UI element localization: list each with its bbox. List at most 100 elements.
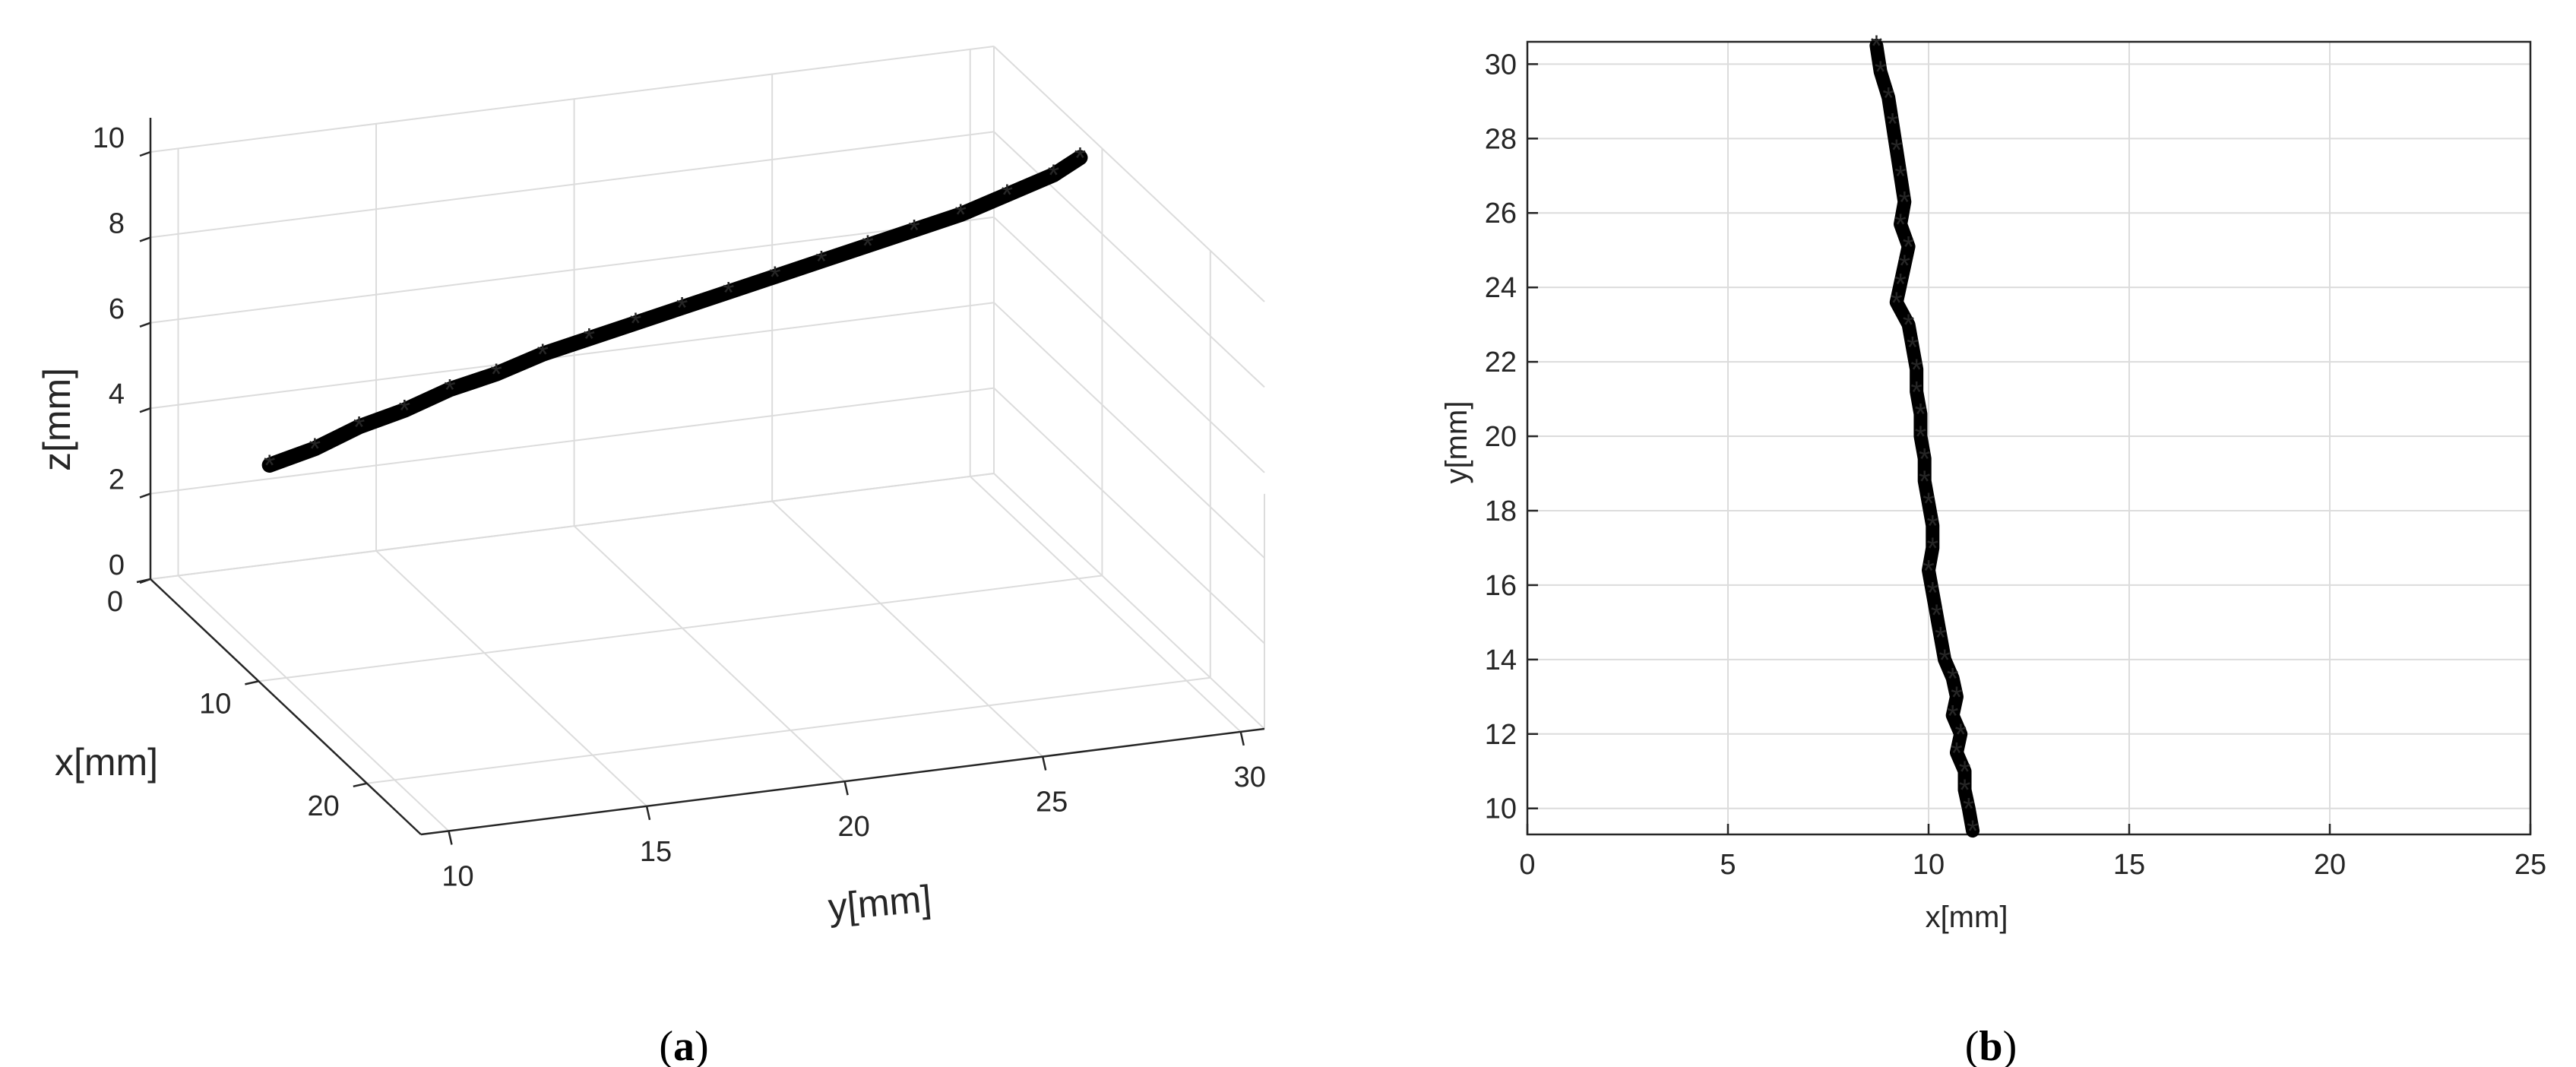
- panel-a-floor-xgrid: [150, 473, 995, 580]
- panel-b-marker: *: [1919, 442, 1931, 476]
- panel-b-ytick-label: 30: [1485, 49, 1517, 81]
- panel-b-marker: *: [1899, 186, 1911, 220]
- panel-b-xlabel: x[mm]: [1926, 901, 2008, 934]
- panel-b-ytick-label: 24: [1485, 272, 1517, 304]
- panel-a-ztick: [139, 150, 151, 157]
- panel-a-ztick-label: 6: [109, 293, 125, 325]
- panel-a-sidewall-zgrid: [993, 302, 1265, 559]
- panel-a-sidewall-zgrid: [993, 46, 1265, 302]
- panel-a-sidewall-zgrid: [993, 217, 1265, 473]
- panel-a-marker: *: [398, 394, 410, 428]
- panel-a-floor-ygrid: [573, 525, 846, 782]
- panel-b-caption-letter: b: [1979, 1023, 2002, 1067]
- panel-b-marker: *: [1907, 331, 1919, 365]
- panel-b-ytick-label: 16: [1485, 570, 1517, 602]
- panel-a-ztick-label: 8: [109, 207, 125, 239]
- panel-a-ytick-label: 25: [1036, 787, 1068, 818]
- panel-a-ztick-label: 4: [109, 378, 125, 410]
- panel-b-marker: *: [1963, 793, 1975, 826]
- panel-b-ytick-label: 12: [1485, 719, 1517, 751]
- panel-b-marker: *: [1923, 554, 1935, 587]
- panel-b-plot-area: [1527, 42, 2530, 834]
- panel-a-ztick: [139, 236, 151, 242]
- panel-b-marker: *: [1938, 644, 1951, 677]
- panel-b-marker: *: [1891, 287, 1903, 320]
- panel-a-floor-xgrid: [366, 676, 1210, 784]
- panel-a-ytick: [448, 831, 453, 845]
- panel-b-xtick-label: 15: [2113, 849, 2145, 881]
- panel-a-floor-ygrid: [970, 476, 1242, 733]
- panel-b-marker: *: [1947, 699, 1959, 733]
- panel-a-crack-trajectory: * * * * * * * * * * * * * * * * * * *: [261, 141, 1088, 483]
- panel-b-marker: *: [1967, 815, 1979, 848]
- panel-a-marker: *: [676, 292, 688, 325]
- panel-b-xtick-label: 0: [1519, 849, 1535, 881]
- panel-a-marker: *: [264, 449, 276, 483]
- panel-b-marker: *: [1926, 577, 1938, 610]
- panel-b-marker: *: [1910, 375, 1923, 409]
- panel-a-marker: *: [954, 198, 967, 232]
- panel-b-marker: *: [1903, 309, 1915, 342]
- panel-b-marker: *: [1903, 230, 1915, 264]
- panel-b-ytick-label: 10: [1485, 793, 1517, 825]
- panel-b-grid: [1527, 42, 2530, 834]
- panel-a-sidewall-zgrid: [993, 387, 1265, 644]
- panel-b-marker: *: [1926, 532, 1938, 565]
- panel-b-marker: *: [1894, 208, 1907, 242]
- panel-b-marker: *: [1959, 774, 1971, 807]
- panel-a-ytick: [1041, 756, 1047, 771]
- panel-b-marker: *: [1910, 353, 1923, 387]
- panel-a-xtick-label: 10: [199, 688, 231, 720]
- panel-b-xtick-label: 10: [1913, 849, 1945, 881]
- panel-a-marker: *: [630, 307, 642, 340]
- panel-a-caption-letter: a: [673, 1023, 695, 1067]
- panel-a-floor-ygrid: [375, 550, 647, 807]
- panel-a-backwall-zgrid: [150, 46, 995, 153]
- panel-b-marker: *: [1882, 81, 1894, 115]
- panel-a-marker: *: [815, 245, 828, 278]
- panel-a-ticks: 0 2 4 6 8 10 0 10 20 10 15 20 25 30: [93, 122, 1266, 892]
- panel-a-marker: *: [353, 410, 366, 444]
- panel-b-marker: *: [1887, 108, 1899, 141]
- panel-a-xaxis: [150, 578, 422, 835]
- panel-a-ztick: [139, 407, 151, 413]
- panel-b-marker: *: [1951, 736, 1963, 770]
- panel-a-ztick-label: 2: [109, 464, 125, 496]
- panel-a-floor-ygrid: [177, 575, 450, 832]
- panel-a-ytick: [645, 806, 651, 821]
- panel-b-xtick-label: 25: [2514, 849, 2546, 881]
- panel-b-marker: *: [1875, 55, 1887, 89]
- panel-a-backwall-zgrid: [150, 387, 995, 495]
- panel-a-marker: *: [490, 358, 502, 391]
- panel-b-ytick-label: 14: [1485, 644, 1517, 676]
- panel-a-ztick: [139, 492, 151, 499]
- panel-b-xtick-label: 5: [1720, 849, 1736, 881]
- panel-a-ytick: [1239, 731, 1245, 746]
- panel-a-marker: *: [1002, 179, 1014, 212]
- panel-a-xtick: [245, 680, 259, 685]
- panel-b-ytick-label: 18: [1485, 496, 1517, 527]
- panel-a-axes: [149, 118, 1265, 836]
- panel-a-marker: *: [309, 432, 321, 466]
- panel-b-ytick-label: 26: [1485, 198, 1517, 230]
- panel-a-floor-ygrid: [771, 500, 1043, 758]
- panel-b-ticks: 0 5 10 15 20 25 10 12 14 16 18 20 22 24 26 28 30: [1485, 49, 2546, 881]
- panel-b-marker: *: [1894, 160, 1907, 193]
- panel-a-xtick-label: 20: [308, 790, 340, 822]
- panel-a-grid: [150, 46, 1265, 832]
- panel-b-marker: *: [1915, 420, 1927, 454]
- panel-a-ytick-label: 30: [1234, 761, 1266, 793]
- panel-a-xtick: [353, 782, 368, 788]
- panel-b-marker: *: [1915, 398, 1927, 432]
- panel-a-backwall-zgrid: [150, 131, 995, 239]
- panel-a-ztick-label: 10: [93, 122, 125, 154]
- panel-a-caption: (a): [659, 1023, 708, 1067]
- panel-a-backwall-zgrid: [150, 216, 995, 324]
- panel-b-marker: *: [1935, 621, 1947, 654]
- panel-a-marker: *: [584, 322, 596, 356]
- panel-b-xtick-label: 20: [2314, 849, 2346, 881]
- panel-a-marker: *: [769, 261, 781, 294]
